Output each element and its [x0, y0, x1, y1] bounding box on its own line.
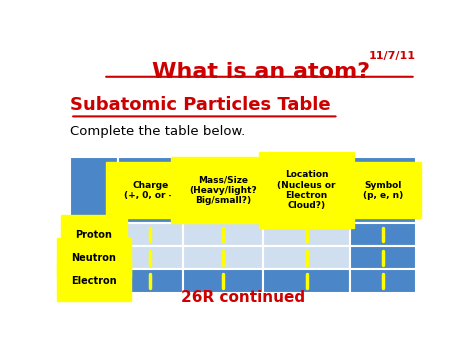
Text: Neutron: Neutron	[72, 253, 116, 263]
Text: Symbol
(p, e, n): Symbol (p, e, n)	[363, 180, 403, 200]
Bar	[70, 246, 118, 269]
Text: Mass/Size
(Heavy/light?
Big/small?): Mass/Size (Heavy/light? Big/small?)	[189, 175, 257, 205]
Text: Proton: Proton	[75, 230, 112, 240]
Bar	[350, 269, 416, 293]
Text: 26R continued: 26R continued	[181, 290, 305, 305]
Bar	[183, 246, 263, 269]
Bar	[118, 269, 183, 293]
Bar	[350, 246, 416, 269]
Bar	[70, 223, 118, 246]
Text: Location
(Nucleus or
Electron
Cloud?): Location (Nucleus or Electron Cloud?)	[277, 170, 336, 210]
Bar	[263, 223, 350, 246]
Bar	[183, 269, 263, 293]
Text: Charge
(+, 0, or -): Charge (+, 0, or -)	[124, 180, 176, 200]
Bar	[263, 269, 350, 293]
Bar	[350, 223, 416, 246]
Text: 11/7/11: 11/7/11	[369, 51, 416, 61]
Text: What is an atom?: What is an atom?	[152, 62, 370, 82]
Bar	[183, 223, 263, 246]
Text: Subatomic Particles Table: Subatomic Particles Table	[70, 96, 331, 114]
Text: Electron: Electron	[71, 276, 117, 286]
Bar	[118, 246, 183, 269]
Bar	[70, 269, 118, 293]
Bar	[118, 223, 183, 246]
Text: Complete the table below.: Complete the table below.	[70, 125, 246, 138]
Bar	[263, 246, 350, 269]
